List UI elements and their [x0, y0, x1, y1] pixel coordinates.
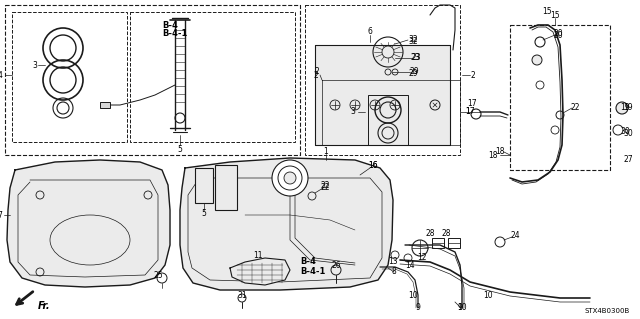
Bar: [130, 12, 295, 142]
Text: 20: 20: [553, 28, 563, 38]
Circle shape: [532, 55, 542, 65]
Text: 29: 29: [408, 69, 418, 78]
Circle shape: [272, 160, 308, 196]
Text: 10: 10: [483, 291, 493, 300]
Text: 28: 28: [425, 228, 435, 238]
Text: 18: 18: [488, 151, 498, 160]
Text: 3: 3: [33, 61, 37, 70]
Bar: [305, 5, 460, 155]
Polygon shape: [180, 158, 393, 290]
Bar: [510, 25, 610, 170]
Text: 30: 30: [620, 128, 630, 137]
Text: 23: 23: [410, 54, 420, 63]
Text: 19: 19: [623, 103, 633, 113]
Bar: [368, 95, 408, 145]
Circle shape: [382, 46, 394, 58]
Text: B-4-1: B-4-1: [300, 266, 325, 276]
Text: 2: 2: [315, 68, 319, 77]
Text: 20: 20: [553, 31, 563, 40]
Text: 1: 1: [466, 108, 470, 116]
Text: 13: 13: [388, 257, 398, 266]
Text: 2: 2: [313, 70, 318, 79]
Bar: [195, 168, 213, 203]
Text: 29: 29: [409, 68, 419, 77]
Text: 1: 1: [324, 147, 328, 157]
Text: 16: 16: [368, 160, 378, 169]
Text: 14: 14: [405, 261, 415, 270]
Text: 16: 16: [368, 160, 378, 169]
Text: 25: 25: [153, 271, 163, 279]
Text: B-4: B-4: [162, 20, 178, 29]
Text: 23: 23: [411, 54, 421, 63]
Text: Fr.: Fr.: [38, 301, 51, 311]
Text: 17: 17: [465, 108, 475, 116]
Text: 32: 32: [408, 35, 418, 44]
Bar: [432, 238, 444, 248]
Text: 4: 4: [0, 70, 3, 79]
Bar: [215, 165, 237, 210]
Polygon shape: [7, 160, 170, 287]
Text: 3: 3: [350, 108, 355, 116]
Circle shape: [284, 172, 296, 184]
Text: 2: 2: [470, 70, 476, 79]
Text: B-4-1: B-4-1: [162, 29, 188, 39]
Text: 17: 17: [467, 99, 477, 108]
Text: 10: 10: [408, 291, 418, 300]
Text: 5: 5: [177, 145, 182, 153]
Bar: [5, 5, 300, 155]
Text: 26: 26: [331, 261, 341, 270]
Text: 12: 12: [417, 254, 427, 263]
Bar: [315, 45, 450, 145]
Text: 28: 28: [441, 228, 451, 238]
Text: 27: 27: [623, 155, 633, 165]
Text: 5: 5: [202, 209, 207, 218]
Text: 8: 8: [392, 268, 396, 277]
Text: 15: 15: [550, 11, 560, 19]
Text: 11: 11: [253, 250, 263, 259]
Bar: [448, 238, 460, 248]
Text: 22: 22: [320, 183, 330, 192]
Text: 9: 9: [458, 302, 463, 311]
Text: 18: 18: [495, 147, 505, 157]
Text: 15: 15: [542, 8, 552, 17]
Text: 7: 7: [0, 211, 2, 219]
Text: STX4B0300B: STX4B0300B: [585, 308, 630, 314]
Text: 32: 32: [408, 38, 418, 47]
Text: B-4: B-4: [300, 257, 316, 266]
Text: 6: 6: [367, 27, 372, 36]
Text: 22: 22: [570, 102, 580, 112]
Text: 31: 31: [237, 291, 247, 300]
Text: 22: 22: [320, 182, 330, 190]
Bar: [315, 45, 450, 145]
Circle shape: [616, 102, 628, 114]
Text: 10: 10: [457, 302, 467, 311]
Text: 24: 24: [510, 231, 520, 240]
Text: 30: 30: [623, 129, 633, 137]
Bar: [12, 12, 127, 142]
Text: 9: 9: [415, 303, 420, 313]
Text: 19: 19: [620, 103, 630, 113]
Polygon shape: [230, 258, 290, 285]
Bar: [100, 102, 110, 108]
